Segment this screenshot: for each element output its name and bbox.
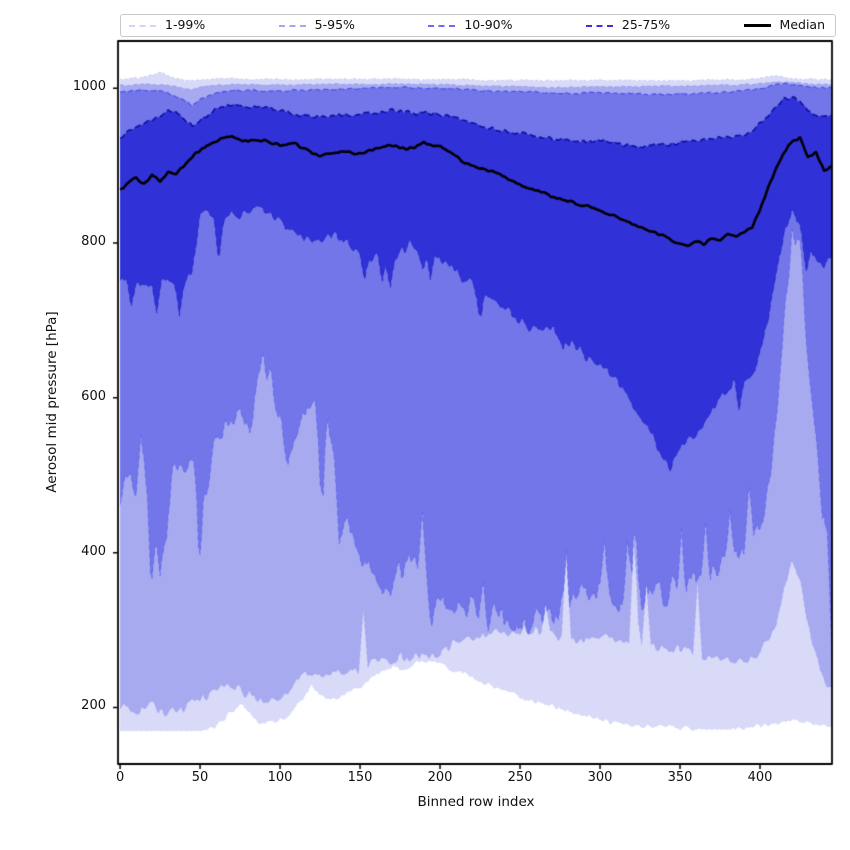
x-tick-label: 400 [747,770,773,785]
y-tick-label: 800 [81,234,106,250]
legend: 1-99% 5-95% 10-90% 25-75% Median [120,14,836,37]
y-axis-label: Aerosol mid pressure [hPa] [44,311,60,493]
legend-label: 1-99% [165,17,206,33]
legend-item-4: Median [743,17,825,33]
legend-dashed-line-swatch [585,24,613,27]
y-tick-label: 200 [81,698,106,714]
legend-item-0: 1-99% [129,19,205,32]
x-tick-label: 50 [191,770,209,785]
x-axis-label: Binned row index [417,794,535,810]
x-tick-label: 0 [115,770,125,785]
y-tick-label: 400 [81,543,106,559]
legend-label: 25-75% [621,17,671,33]
legend-label: 5-95% [314,17,355,33]
x-tick-label: 250 [507,770,533,785]
x-tick-label: 150 [347,770,373,785]
x-tick-label: 300 [587,770,613,785]
legend-item-1: 5-95% [278,17,355,33]
y-tick-label: 1000 [72,79,106,95]
x-tick-label: 200 [427,770,453,785]
legend-dashed-line-swatch [129,24,156,27]
x-tick-label: 350 [667,770,693,785]
legend-item-3: 25-75% [585,17,671,33]
legend-label: 10-90% [464,17,513,33]
legend-label: Median [779,17,825,33]
legend-dashed-line-swatch [278,24,306,27]
legend-item-2: 10-90% [428,17,513,33]
legend-dashed-line-swatch [428,24,456,27]
y-tick-label: 600 [81,388,106,404]
legend-median-line-swatch [743,24,771,27]
x-tick-label: 100 [267,770,293,785]
